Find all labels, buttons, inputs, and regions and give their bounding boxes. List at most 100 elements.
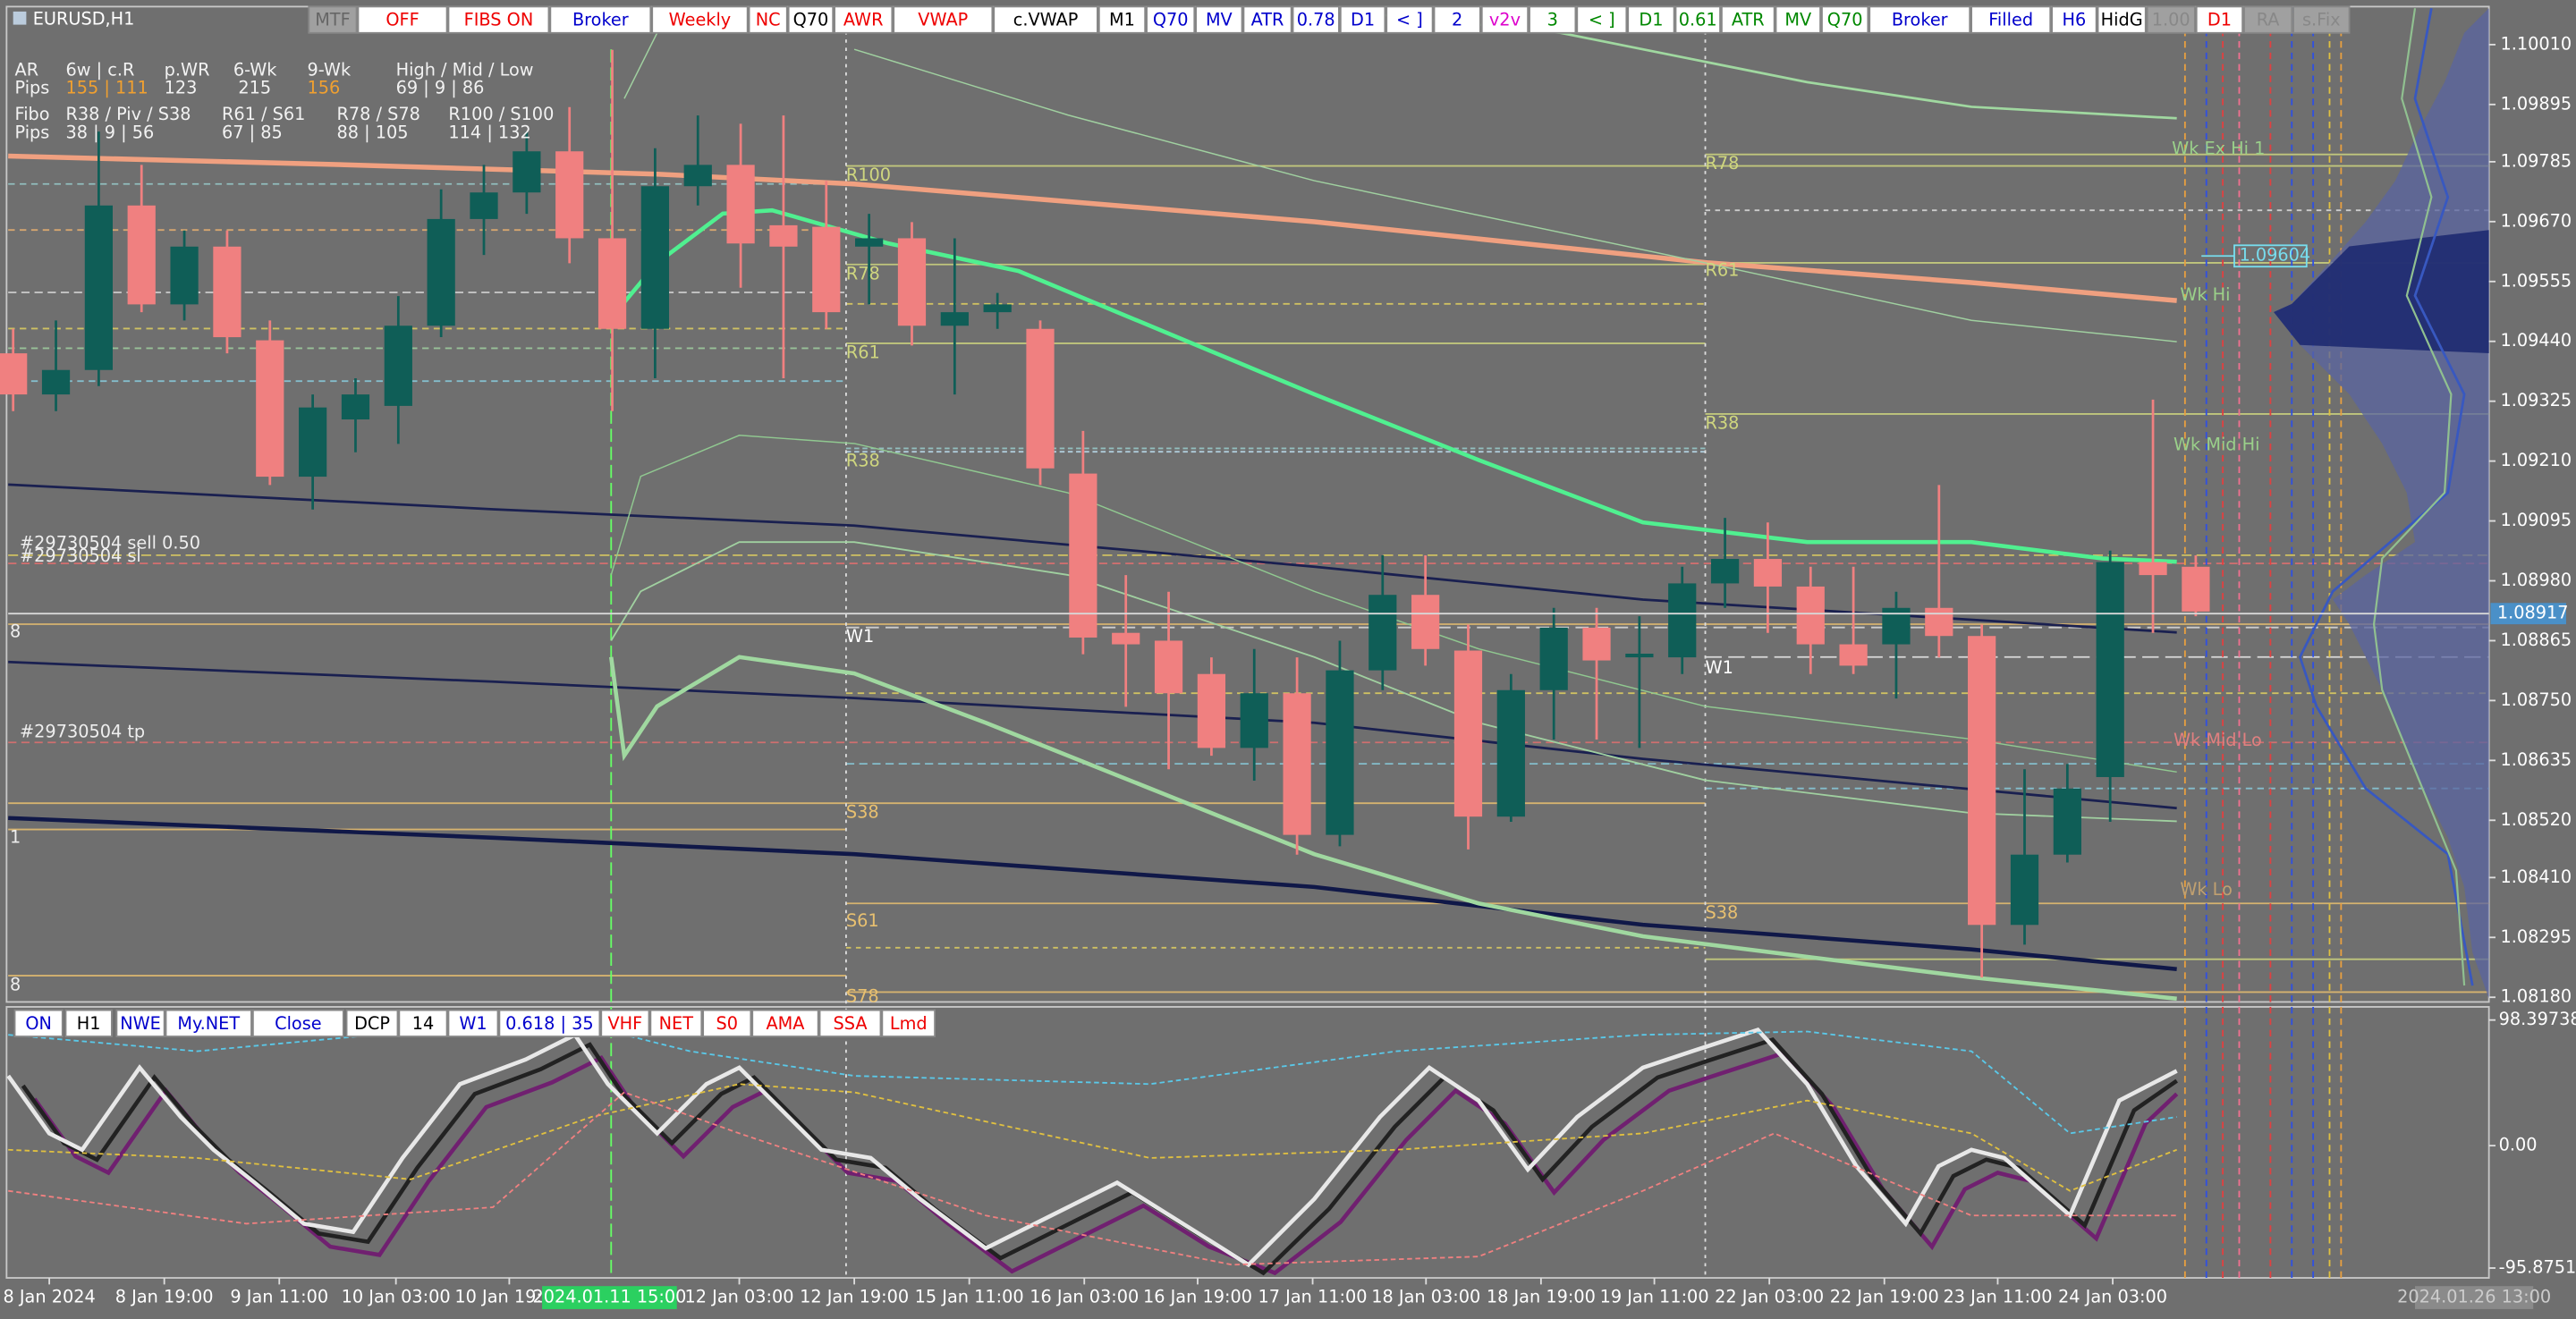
toolbar-button[interactable] bbox=[1868, 5, 1971, 34]
toolbar-button-label[interactable]: D1 bbox=[1639, 10, 1663, 30]
toolbar-button[interactable] bbox=[748, 5, 788, 34]
toolbar-button[interactable] bbox=[1097, 5, 1147, 34]
toolbar-button-label[interactable]: RA bbox=[2257, 10, 2281, 30]
toolbar-button-label[interactable]: SSA bbox=[834, 1013, 869, 1034]
toolbar-button-label[interactable]: 1.00 bbox=[2152, 10, 2190, 30]
toolbar-button-label[interactable]: FIBS ON bbox=[464, 10, 534, 30]
toolbar-button[interactable] bbox=[993, 5, 1098, 34]
toolbar-button-label[interactable]: v2v bbox=[1489, 10, 1521, 30]
toolbar-button-label[interactable]: MV bbox=[1206, 10, 1233, 30]
toolbar-button-label[interactable]: H1 bbox=[77, 1013, 101, 1034]
toolbar-button[interactable] bbox=[2195, 5, 2244, 34]
toolbar-button[interactable] bbox=[345, 1009, 399, 1037]
toolbar-button[interactable] bbox=[549, 5, 652, 34]
toolbar-button[interactable] bbox=[834, 5, 894, 34]
toolbar-button[interactable] bbox=[447, 5, 550, 34]
toolbar-button-label[interactable]: AWR bbox=[843, 10, 884, 30]
toolbar-button[interactable] bbox=[818, 1009, 882, 1037]
toolbar-button-label[interactable]: NC bbox=[756, 10, 781, 30]
toolbar-button[interactable] bbox=[447, 1009, 499, 1037]
toolbar-button-label[interactable]: D1 bbox=[2207, 10, 2232, 30]
toolbar-button[interactable] bbox=[2051, 5, 2097, 34]
toolbar-button-label[interactable]: 3 bbox=[1547, 10, 1558, 30]
toolbar-button[interactable] bbox=[1674, 5, 1721, 34]
toolbar-button-label[interactable]: MV bbox=[1784, 10, 1812, 30]
toolbar-button-label[interactable]: s.Fix bbox=[2302, 10, 2341, 30]
toolbar-button-label[interactable]: AMA bbox=[766, 1013, 805, 1034]
toolbar-button[interactable] bbox=[1339, 5, 1386, 34]
toolbar-button[interactable] bbox=[600, 1009, 650, 1037]
toolbar-button[interactable] bbox=[115, 1009, 165, 1037]
toolbar-button[interactable] bbox=[702, 1009, 752, 1037]
toolbar-button-label[interactable]: < ] bbox=[1589, 10, 1615, 30]
toolbar-button[interactable] bbox=[251, 1009, 344, 1037]
toolbar-button-label[interactable]: S0 bbox=[716, 1013, 739, 1034]
toolbar-button[interactable] bbox=[1146, 5, 1196, 34]
toolbar-button-label[interactable]: 0.78 bbox=[1297, 10, 1335, 30]
toolbar-button-label[interactable]: DCP bbox=[354, 1013, 390, 1034]
toolbar-button-label[interactable]: HidG bbox=[2101, 10, 2143, 30]
toolbar-button[interactable] bbox=[1433, 5, 1481, 34]
toolbar-button[interactable] bbox=[2292, 5, 2351, 34]
toolbar-button-label[interactable]: MTF bbox=[315, 10, 350, 30]
toolbar-button[interactable] bbox=[881, 1009, 936, 1037]
toolbar-button[interactable] bbox=[651, 5, 749, 34]
toolbar-button-label[interactable]: W1 bbox=[459, 1013, 487, 1034]
toolbar-button-label[interactable]: Weekly bbox=[669, 10, 732, 30]
toolbar-button[interactable] bbox=[357, 5, 448, 34]
toolbar-button-label[interactable]: VWAP bbox=[918, 10, 968, 30]
toolbar-button-label[interactable]: OFF bbox=[386, 10, 419, 30]
toolbar-button[interactable] bbox=[398, 1009, 448, 1037]
toolbar-button[interactable] bbox=[2146, 5, 2196, 34]
toolbar-button[interactable] bbox=[165, 1009, 252, 1037]
toolbar-button-label[interactable]: VHF bbox=[608, 1013, 643, 1034]
toolbar-button-label[interactable]: Q70 bbox=[1153, 10, 1189, 30]
toolbar-button-label[interactable]: Q70 bbox=[1827, 10, 1863, 30]
toolbar-button-label[interactable]: 0.61 bbox=[1679, 10, 1717, 30]
toolbar-button-label[interactable]: Broker bbox=[1892, 10, 1948, 30]
toolbar-button-label[interactable]: 2 bbox=[1452, 10, 1462, 30]
toolbar-button-label[interactable]: ATR bbox=[1251, 10, 1284, 30]
toolbar-button[interactable] bbox=[498, 1009, 601, 1037]
toolbar-button-label[interactable]: My.NET bbox=[177, 1013, 240, 1034]
toolbar-button[interactable] bbox=[2097, 5, 2147, 34]
toolbar-button-label[interactable]: Lmd bbox=[890, 1013, 928, 1034]
toolbar-button[interactable] bbox=[1480, 5, 1530, 34]
toolbar-button-label[interactable]: < ] bbox=[1396, 10, 1423, 30]
toolbar-button[interactable] bbox=[1195, 5, 1243, 34]
toolbar-button-label[interactable]: ATR bbox=[1732, 10, 1765, 30]
toolbar-button[interactable] bbox=[1720, 5, 1775, 34]
toolbar-button-label[interactable]: D1 bbox=[1351, 10, 1375, 30]
toolbar-button[interactable] bbox=[893, 5, 994, 34]
toolbar-button-label[interactable]: ON bbox=[25, 1013, 52, 1034]
toolbar-button-label[interactable]: NWE bbox=[120, 1013, 161, 1034]
toolbar-button[interactable] bbox=[1970, 5, 2052, 34]
toolbar-button[interactable] bbox=[13, 1009, 64, 1037]
toolbar-button[interactable] bbox=[1529, 5, 1577, 34]
toolbar-button-label[interactable]: 14 bbox=[412, 1013, 435, 1034]
toolbar-button-label[interactable]: Close bbox=[275, 1013, 321, 1034]
toolbar-button[interactable] bbox=[751, 1009, 819, 1037]
toolbar-button[interactable] bbox=[1576, 5, 1628, 34]
toolbar-button[interactable] bbox=[64, 1009, 113, 1037]
toolbar-button[interactable] bbox=[649, 1009, 703, 1037]
toolbar-button-label[interactable]: NET bbox=[659, 1013, 694, 1034]
candle-body bbox=[1925, 607, 1953, 637]
toolbar-button[interactable] bbox=[787, 5, 835, 34]
toolbar-button[interactable] bbox=[1385, 5, 1434, 34]
toolbar-button[interactable] bbox=[1292, 5, 1340, 34]
toolbar-button-label[interactable]: H6 bbox=[2063, 10, 2087, 30]
toolbar-button-label[interactable]: M1 bbox=[1109, 10, 1135, 30]
toolbar-button[interactable] bbox=[1821, 5, 1869, 34]
toolbar-button[interactable] bbox=[2243, 5, 2293, 34]
toolbar-button[interactable] bbox=[1775, 5, 1822, 34]
toolbar-button-label[interactable]: Filled bbox=[1988, 10, 2033, 30]
toolbar-button[interactable] bbox=[1242, 5, 1292, 34]
toolbar-button-label[interactable]: c.VWAP bbox=[1013, 10, 1079, 30]
toolbar-button[interactable] bbox=[1627, 5, 1675, 34]
level-label: R61 bbox=[846, 342, 880, 362]
toolbar-button-label[interactable]: Broker bbox=[572, 10, 629, 30]
toolbar-button-label[interactable]: Q70 bbox=[793, 10, 829, 30]
toolbar-button[interactable] bbox=[308, 5, 358, 34]
toolbar-button-label[interactable]: 0.618 | 35 bbox=[505, 1013, 593, 1034]
